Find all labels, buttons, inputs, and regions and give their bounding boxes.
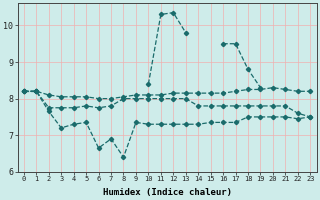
X-axis label: Humidex (Indice chaleur): Humidex (Indice chaleur) <box>103 188 232 197</box>
